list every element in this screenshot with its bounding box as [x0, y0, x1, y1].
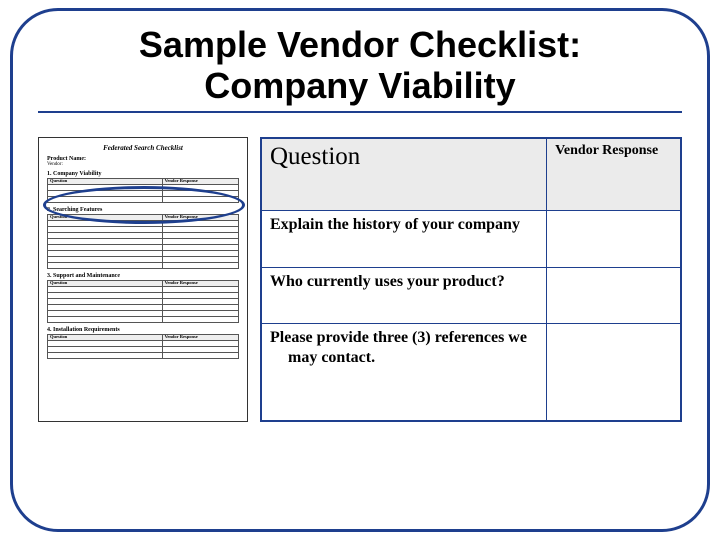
header-response-text: Vendor Response: [555, 143, 658, 158]
thumb-section-heading: 3. Support and Maintenance: [47, 273, 239, 279]
title-block: Sample Vendor Checklist: Company Viabili…: [38, 24, 682, 113]
header-response: Vendor Response: [547, 138, 681, 210]
table-header-row: Question Vendor Response: [261, 138, 681, 210]
thumb-mini-table: QuestionVendor Response: [47, 214, 239, 269]
thumb-section-heading: 1. Company Viability: [47, 171, 239, 177]
table-row: Explain the history of your company: [261, 210, 681, 267]
question-text-line2: may contact.: [270, 348, 538, 368]
thumb-section: 4. Installation RequirementsQuestionVend…: [47, 327, 239, 359]
thumb-vendor-label: Vendor:: [47, 162, 239, 167]
response-cell: [547, 210, 681, 267]
header-question: Question: [261, 138, 547, 210]
question-cell: Explain the history of your company: [261, 210, 547, 267]
thumb-mini-table: QuestionVendor Response: [47, 280, 239, 323]
thumb-section-heading: 4. Installation Requirements: [47, 327, 239, 333]
vendor-question-table: Question Vendor Response Explain the his…: [260, 137, 682, 422]
body-area: Federated Search Checklist Product Name:…: [38, 137, 682, 422]
table-row: Please provide three (3) references we m…: [261, 324, 681, 421]
thumb-section: 1. Company ViabilityQuestionVendor Respo…: [47, 171, 239, 203]
table-row: Who currently uses your product?: [261, 267, 681, 324]
thumb-mini-table: QuestionVendor Response: [47, 334, 239, 359]
response-cell: [547, 324, 681, 421]
response-cell: [547, 267, 681, 324]
checklist-thumbnail: Federated Search Checklist Product Name:…: [38, 137, 248, 422]
thumb-section: 3. Support and MaintenanceQuestionVendor…: [47, 273, 239, 323]
thumb-title: Federated Search Checklist: [39, 144, 247, 152]
question-text-line1: Please provide three (3) references we: [270, 329, 527, 346]
slide-content: Sample Vendor Checklist: Company Viabili…: [38, 24, 682, 516]
thumb-mini-table: QuestionVendor Response: [47, 178, 239, 203]
title-line-1: Sample Vendor Checklist:: [38, 24, 682, 65]
title-line-2: Company Viability: [38, 65, 682, 106]
thumb-section-heading: 2. Searching Features: [47, 207, 239, 213]
title-underline: [38, 111, 682, 113]
question-cell: Who currently uses your product?: [261, 267, 547, 324]
question-cell: Please provide three (3) references we m…: [261, 324, 547, 421]
thumb-section: 2. Searching FeaturesQuestionVendor Resp…: [47, 207, 239, 269]
